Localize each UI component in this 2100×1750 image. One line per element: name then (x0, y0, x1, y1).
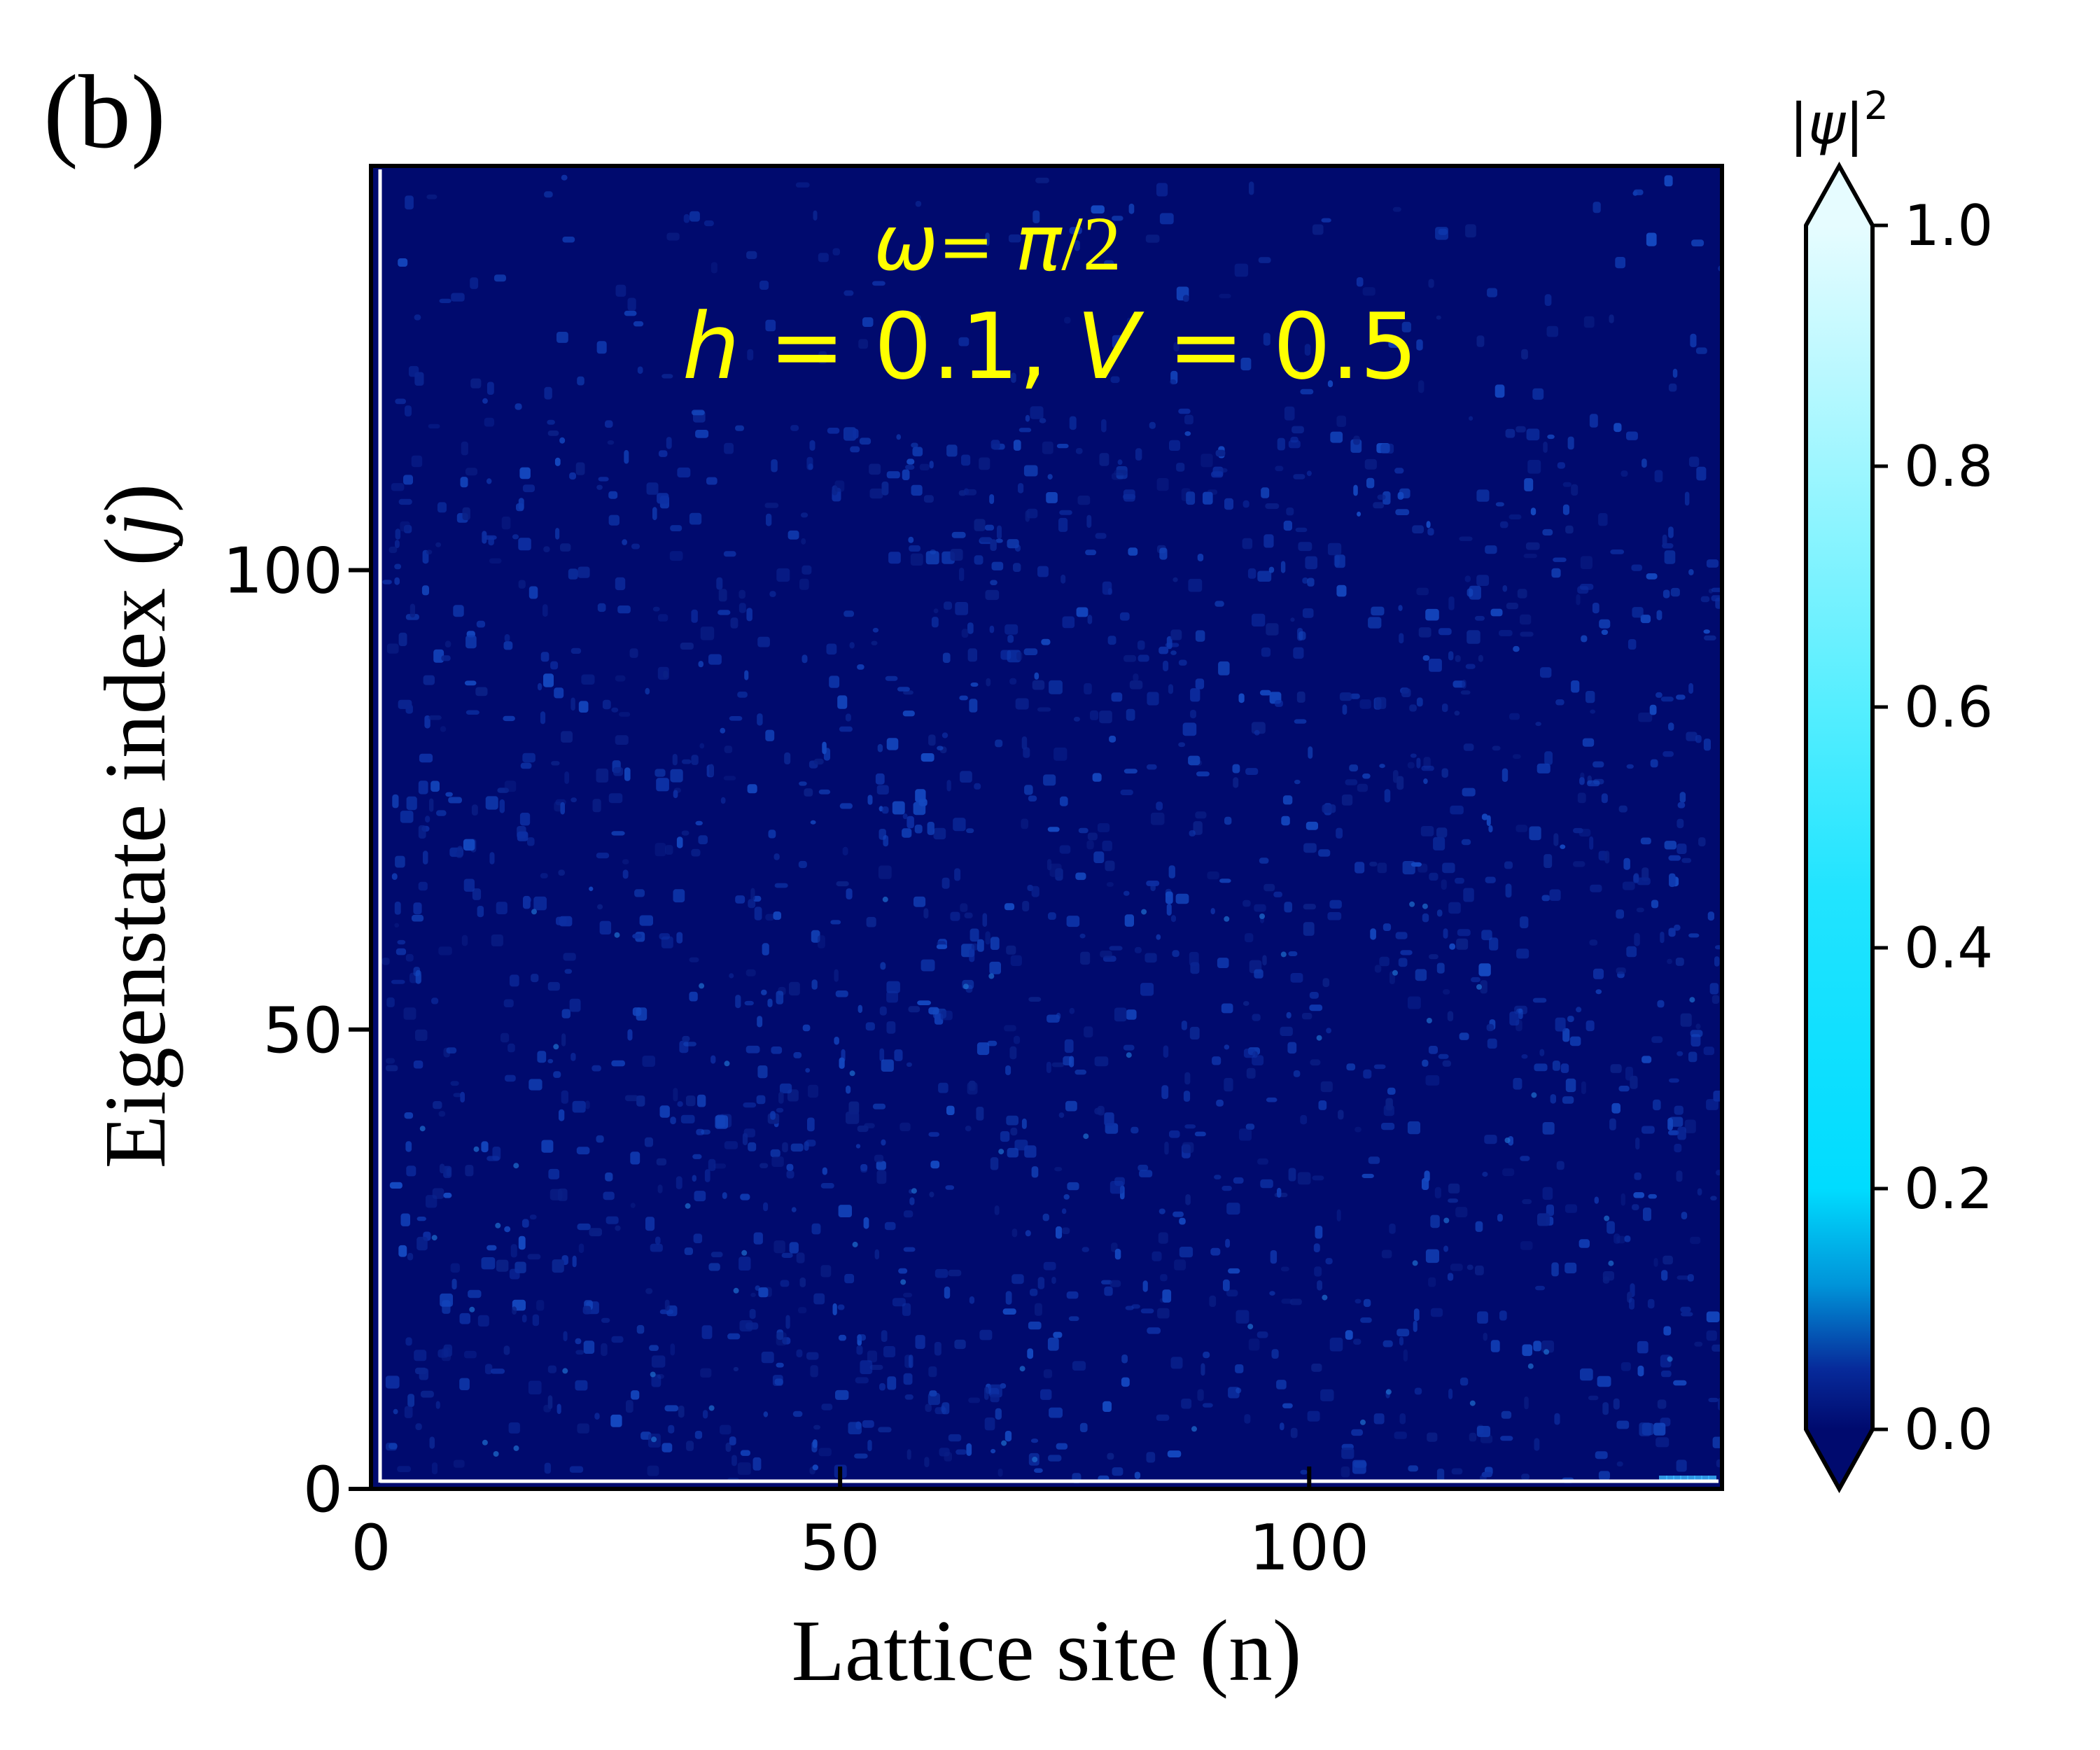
annotation-omega: ω= π/2 (874, 198, 1121, 288)
y-axis-ticks: 0 50 100 (223, 535, 371, 1527)
annotation-parameters: h = 0.1, V = 0.5 (682, 293, 1418, 400)
plot-frame (369, 164, 1724, 1491)
colorbar-extend-bottom (1806, 1429, 1872, 1489)
colorbar-label: |ψ|2 (1789, 83, 1889, 158)
x-tick-label: 50 (800, 1511, 881, 1585)
colorbar-tick-label: 1.0 (1904, 193, 1993, 258)
colorbar-ticks: 0.0 0.2 0.4 0.6 0.8 1.0 (1872, 193, 1993, 1462)
x-tick-label: 0 (351, 1511, 391, 1585)
colorbar-tick-label: 0.4 (1904, 916, 1993, 981)
colorbar-extend-top (1806, 166, 1872, 225)
x-axis-ticks: 0 50 100 (351, 1466, 1369, 1585)
colorbar-tick-label: 0.2 (1904, 1156, 1993, 1222)
colorbar-tick-label: 0.0 (1904, 1397, 1993, 1462)
colorbar: 0.0 0.2 0.4 0.6 0.8 1.0 |ψ|2 (1789, 83, 1993, 1494)
heatmap (369, 164, 1724, 1491)
y-tick-label: 100 (223, 535, 343, 608)
colorbar-tick-label: 0.8 (1904, 434, 1993, 499)
y-axis-label: Eigenstate index (j) (88, 484, 184, 1169)
x-axis-label: Lattice site (n) (792, 1603, 1302, 1700)
colorbar-tick-label: 0.6 (1904, 675, 1993, 740)
y-tick-label: 50 (262, 994, 343, 1068)
heatmap-texture (382, 174, 1722, 1483)
y-tick-label: 0 (303, 1453, 343, 1527)
panel-label: (b) (43, 54, 166, 170)
colorbar-gradient (1806, 225, 1872, 1429)
x-tick-label: 100 (1249, 1511, 1369, 1585)
